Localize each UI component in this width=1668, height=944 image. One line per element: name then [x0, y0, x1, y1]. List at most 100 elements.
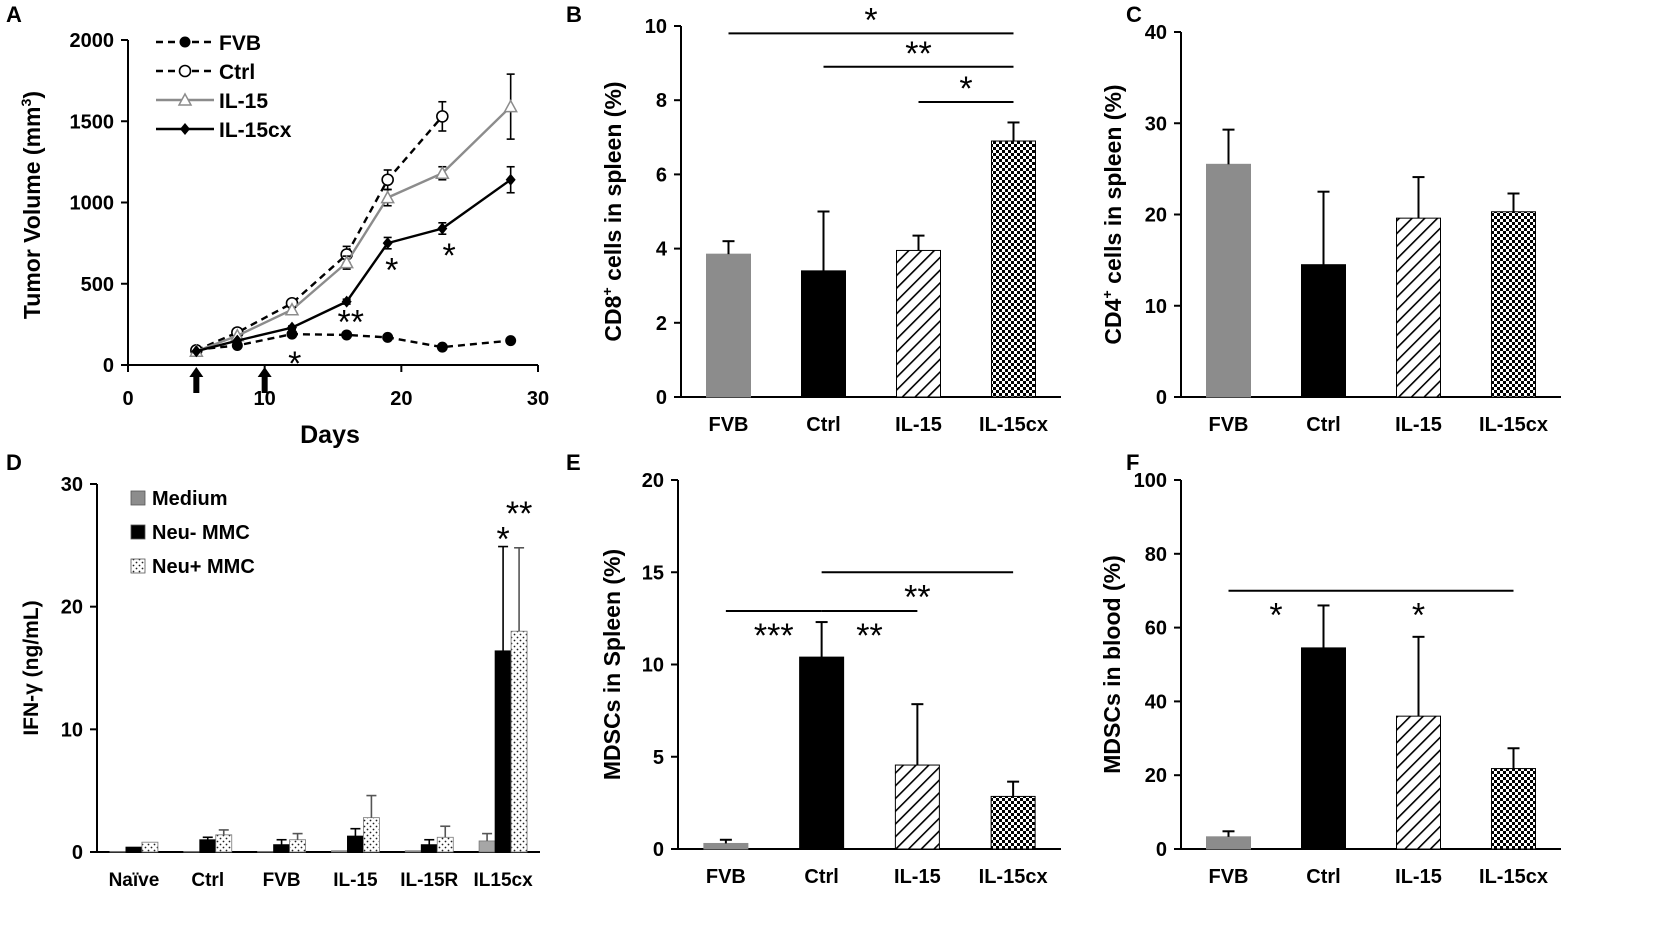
bar-medium: [109, 850, 127, 853]
y-tick-label: 0: [1156, 387, 1167, 409]
significance-star: **: [904, 578, 930, 616]
panel-f-bar-chart: F MDSCs in blood (%) 0 20 40 60 80 100 FVB Ctrl IL…: [1099, 450, 1561, 888]
y-tick-label: 0: [1156, 839, 1167, 861]
x-tick-label: IL-15: [894, 866, 941, 888]
y-tick-label: 60: [1145, 618, 1167, 640]
legend-swatch: [130, 558, 146, 574]
data-point: [382, 237, 393, 250]
significance-star: *: [385, 252, 398, 290]
bar-il-15cx: [1491, 768, 1536, 850]
y-axis-label: IFN-γ (ng/mL): [20, 600, 43, 735]
y-tick-label: 2: [656, 313, 667, 335]
panel-d-grouped-bar-chart: D IFN-γ (ng/mL) 0 10 20 30 Naïve Ctrl FVB IL-15 IL…: [6, 450, 540, 891]
y-tick-label: 4: [656, 239, 668, 261]
bar-ctrl: [799, 656, 845, 850]
bar-il-15: [1396, 715, 1441, 850]
y-tick-label: 0: [653, 839, 664, 861]
bar-neu-mmc: [125, 846, 143, 853]
x-tick-label: IL-15: [1395, 866, 1442, 888]
data-point: [503, 99, 518, 113]
data-point: [191, 345, 202, 358]
bar-il-15: [894, 764, 940, 850]
data-point: [341, 295, 352, 308]
legend-item-ctrl: Ctrl: [156, 61, 255, 84]
y-tick-label: 5: [653, 747, 664, 769]
y-tick-label: 20: [642, 470, 664, 492]
x-tick-label: IL-15: [333, 870, 378, 891]
y-axis-label: MDSCs in Spleen (%): [599, 549, 625, 780]
significance-star: ***: [754, 617, 794, 655]
bar-fvb: [1206, 163, 1251, 398]
x-tick-label: FVB: [706, 866, 746, 888]
legend-swatch: [130, 524, 146, 540]
y-tick-label: 30: [1145, 113, 1167, 135]
y-tick-label: 20: [61, 597, 83, 619]
legend-marker: [178, 64, 192, 78]
panel-letter: D: [6, 450, 22, 475]
bar-neu-mmc: [420, 844, 438, 853]
y-tick-label: 0: [72, 842, 83, 864]
y-tick-label: 0: [103, 355, 114, 377]
data-point: [341, 329, 353, 341]
panel-e-bar-chart: E MDSCs in Spleen (%) 0 5 10 15 20 FVB Ctrl IL-15…: [566, 450, 1061, 888]
data-point: [505, 335, 517, 347]
bar-neu-mmc: [494, 650, 512, 853]
legend-marker: [180, 123, 190, 135]
significance-star: **: [905, 35, 931, 73]
y-tick-label: 80: [1145, 544, 1167, 566]
legend-item-il-15cx: IL-15cx: [156, 119, 292, 142]
data-point: [284, 302, 300, 316]
x-tick-label: Ctrl: [1306, 414, 1340, 436]
legend-label: Neu- MMC: [152, 522, 250, 544]
data-point: [232, 334, 243, 347]
y-axis-label: CD8+ cells in spleen (%): [600, 81, 626, 341]
x-tick-label: IL-15cx: [1479, 866, 1548, 888]
y-tick-label: 6: [656, 164, 667, 186]
legend-label: IL-15: [219, 90, 268, 113]
treatment-arrow: [257, 367, 272, 393]
treatment-arrow: [189, 367, 204, 393]
y-tick-label: 0: [656, 387, 667, 409]
panel-c-bar-chart: C CD4+ cells in spleen (%) 0 10 20 30 40 FVB Ctr…: [1100, 2, 1561, 436]
panel-letter: E: [566, 450, 581, 475]
y-tick-label: 1000: [70, 193, 115, 215]
data-point: [339, 255, 354, 269]
x-tick-label: IL-15cx: [979, 414, 1048, 436]
significance-star: *: [1269, 597, 1282, 635]
y-tick-label: 10: [642, 655, 664, 677]
legend-label: FVB: [219, 32, 261, 55]
data-point: [505, 173, 516, 186]
panel-b-bar-chart: B CD8+ cells in spleen (%) 0 2 4 6 8 10 FVB Ctrl I…: [566, 1, 1061, 436]
x-tick-label: IL-15: [895, 414, 942, 436]
x-tick-label: Ctrl: [806, 414, 840, 436]
panel-letter: F: [1126, 450, 1139, 475]
bar-neu-mmc: [289, 839, 306, 853]
bar-medium: [478, 840, 496, 853]
x-axis-label: Days: [300, 421, 360, 449]
x-tick-label: IL-15cx: [1479, 414, 1548, 436]
y-tick-label: 1500: [70, 111, 115, 133]
y-axis-label: CD4+ cells in spleen (%): [1100, 84, 1126, 344]
y-tick-label: 20: [1145, 205, 1167, 227]
panel-letter: C: [1126, 2, 1142, 27]
y-axis-label: Tumor Volume (mm3): [19, 91, 45, 319]
bar-neu-mmc: [363, 817, 380, 853]
bar-neu-mmc: [347, 835, 364, 853]
legend-swatch: [130, 490, 146, 506]
y-axis-label: MDSCs in blood (%): [1099, 555, 1125, 773]
data-point: [380, 190, 395, 204]
data-point: [436, 341, 448, 353]
bar-neu-mmc: [215, 834, 233, 853]
bar-ctrl: [801, 270, 846, 398]
x-tick-label: IL-15: [1395, 414, 1442, 436]
bar-il-15cx: [991, 140, 1036, 398]
significance-star: *: [864, 1, 877, 39]
legend-label: IL-15cx: [219, 119, 292, 142]
data-point: [436, 110, 449, 123]
y-tick-label: 40: [1145, 22, 1167, 44]
x-tick-label: 20: [390, 388, 412, 410]
legend-label: Medium: [152, 488, 228, 510]
bar-medium: [404, 850, 422, 853]
bar-ctrl: [1301, 647, 1346, 850]
